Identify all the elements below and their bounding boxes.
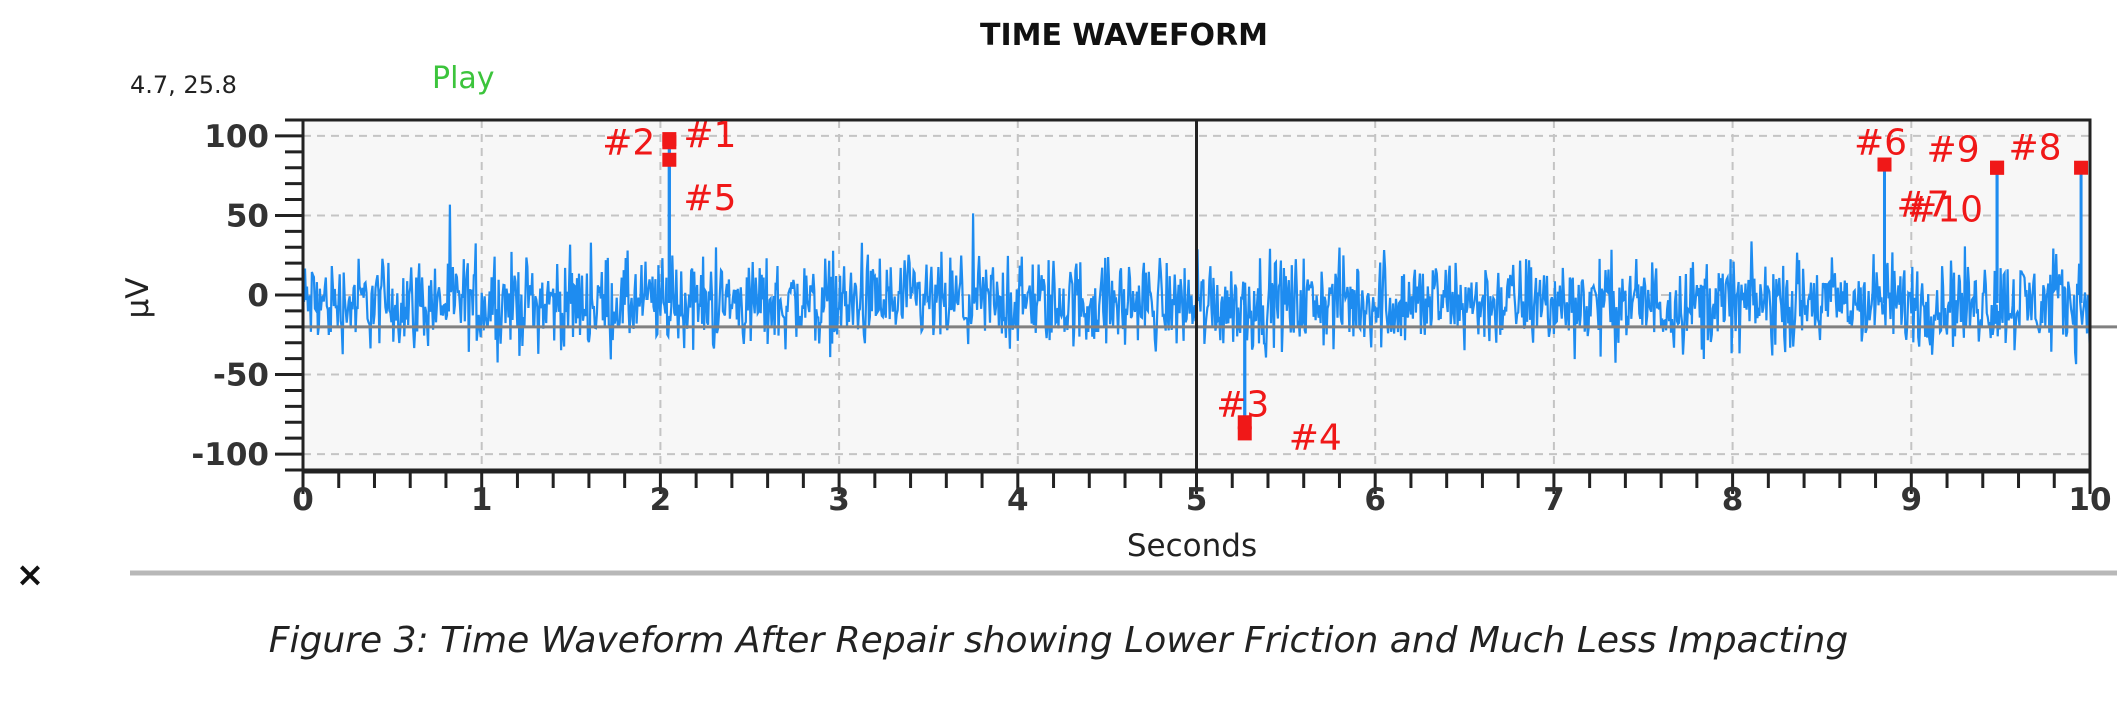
- marker-label: #8: [2009, 128, 2062, 169]
- x-tick-label: 9: [1901, 482, 1923, 518]
- y-tick-label: 0: [247, 278, 269, 314]
- marker-label: #10: [1907, 190, 1983, 231]
- marker-point: [1990, 160, 2005, 175]
- close-icon[interactable]: ×: [16, 555, 45, 595]
- x-tick-label: 1: [471, 482, 493, 518]
- play-button[interactable]: Play: [432, 61, 495, 96]
- marker-point: [662, 152, 677, 167]
- marker-label: #5: [683, 178, 736, 219]
- x-tick-label: 8: [1722, 482, 1744, 518]
- x-tick-label: 0: [292, 482, 314, 518]
- x-axis-label: Seconds: [1127, 528, 1257, 564]
- x-tick-label: 4: [1007, 482, 1029, 518]
- marker-label: #6: [1854, 123, 1907, 164]
- y-tick-label: -50: [213, 358, 269, 394]
- x-tick-label: 10: [2068, 482, 2111, 518]
- marker-point: [662, 135, 677, 150]
- marker-point: [2074, 160, 2089, 175]
- y-tick-label: 100: [204, 119, 269, 155]
- x-tick-label: 6: [1364, 482, 1386, 518]
- marker-point: [1877, 157, 1892, 172]
- x-tick-label: 3: [828, 482, 850, 518]
- y-axis-label: µV: [120, 278, 156, 319]
- chart-title: TIME WAVEFORM: [980, 18, 1268, 53]
- marker-label: #3: [1216, 384, 1269, 425]
- marker-point: [1237, 415, 1252, 430]
- x-tick-label: 2: [650, 482, 672, 518]
- x-tick-label: 7: [1543, 482, 1565, 518]
- marker-label: #9: [1927, 130, 1980, 171]
- y-tick-label: 50: [226, 198, 269, 234]
- marker-label: #1: [683, 115, 736, 156]
- time-waveform-chart: TIME WAVEFORM 4.7, 25.8 Play 100500-50-1…: [16, 18, 2117, 595]
- marker-point: [1237, 426, 1252, 441]
- marker-label: #4: [1289, 417, 1342, 458]
- figure-caption: Figure 3: Time Waveform After Repair sho…: [268, 620, 1849, 661]
- cursor-readout: 4.7, 25.8: [130, 71, 237, 99]
- marker-label: #7: [1896, 185, 1949, 226]
- y-tick-label: -100: [191, 437, 269, 473]
- x-tick-label: 5: [1186, 482, 1208, 518]
- marker-label: #2: [602, 122, 655, 163]
